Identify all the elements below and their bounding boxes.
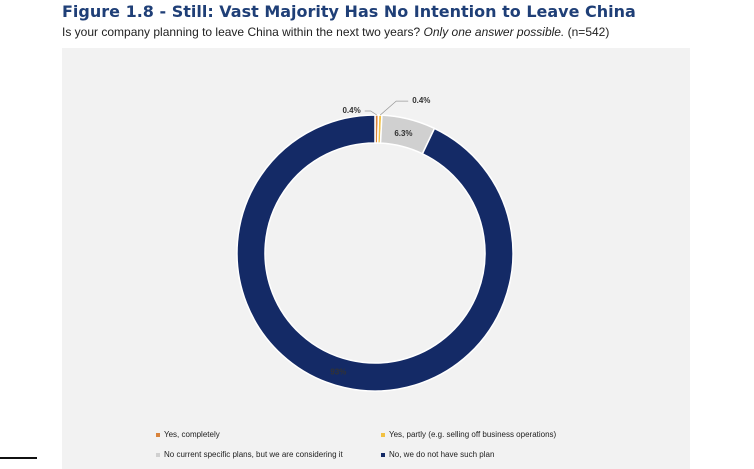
legend-label: Yes, completely: [164, 430, 220, 439]
leader-line-yes-completely: [364, 110, 377, 116]
data-label-considering: 6.3%: [394, 129, 412, 138]
subtitle-instruction: Only one answer possible.: [423, 25, 565, 39]
data-label-yes-completely: 0.4%: [342, 106, 360, 115]
data-label-no-plan: 93%: [330, 367, 346, 376]
figure-subtitle: Is your company planning to leave China …: [62, 25, 609, 39]
page-rule: [0, 457, 37, 459]
legend-swatch: [381, 432, 385, 437]
leader-line-yes-partly: [379, 100, 409, 116]
legend-swatch: [156, 452, 160, 457]
legend-swatch: [381, 452, 385, 457]
legend-item-yes-partly: Yes, partly (e.g. selling off business o…: [381, 430, 556, 439]
legend-item-no-plan: No, we do not have such plan: [381, 450, 494, 459]
legend-label: No, we do not have such plan: [389, 450, 495, 459]
subtitle-sample-size: (n=542): [567, 25, 610, 39]
donut-chart: 0.4% 0.4% 6.3% 93%: [236, 96, 514, 392]
figure-title: Figure 1.8 - Still: Vast Majority Has No…: [62, 2, 636, 21]
legend-label: No current specific plans, but we are co…: [164, 450, 343, 459]
donut-slice-no-plan: [236, 114, 514, 392]
data-label-yes-partly: 0.4%: [412, 96, 430, 105]
subtitle-question: Is your company planning to leave China …: [62, 25, 421, 39]
legend-label: Yes, partly (e.g. selling off business o…: [389, 430, 557, 439]
legend-swatch: [156, 432, 160, 437]
legend-item-yes-completely: Yes, completely: [156, 430, 220, 439]
legend-item-considering: No current specific plans, but we are co…: [156, 450, 343, 459]
chart-panel: 0.4% 0.4% 6.3% 93% Yes, completely Yes, par…: [62, 48, 690, 469]
